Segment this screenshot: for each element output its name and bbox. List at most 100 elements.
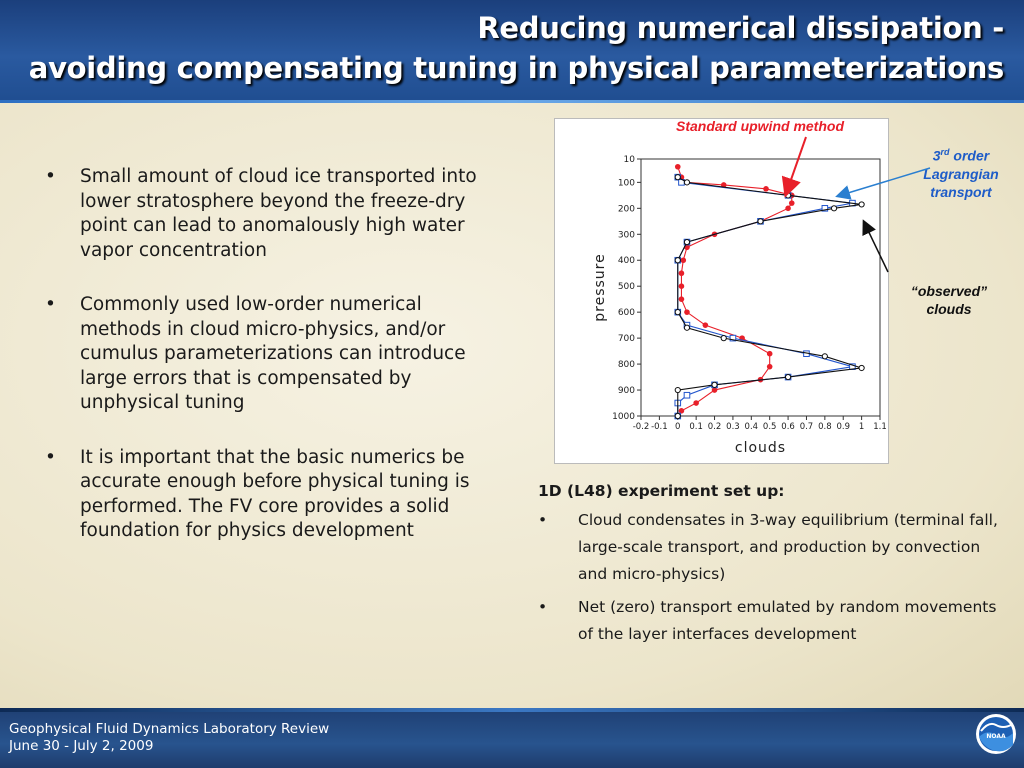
bullet-dot: • <box>45 294 56 315</box>
footer-text: Geophysical Fluid Dynamics Laboratory Re… <box>9 721 329 755</box>
y-tick-label: 900 <box>618 386 635 396</box>
bullet-dot: • <box>45 166 56 187</box>
lagrangian-label: order Lagrangian transport <box>923 147 999 200</box>
data-point-observed <box>830 205 838 212</box>
data-point-upwind <box>678 296 685 302</box>
y-tick-label: 500 <box>618 282 635 292</box>
experiment-setup: 1D (L48) experiment set up: • Cloud cond… <box>538 478 1008 654</box>
title-bar: Reducing numerical dissipation - avoidin… <box>0 0 1024 103</box>
lagrangian-order-suffix: rd <box>940 147 950 157</box>
x-tick-label: 0.8 <box>818 422 832 432</box>
x-tick-label: 0 <box>675 422 680 432</box>
observed-annotation: “observed” clouds <box>910 283 988 317</box>
cloud-profile-chart: 10 100 200 300 400 500 600 700 800 900 1000 -0.2 -0.… <box>554 118 889 464</box>
bullet-item: • Small amount of cloud ice transported … <box>40 165 490 263</box>
data-point-observed <box>757 218 764 225</box>
x-tick-label: 0.2 <box>708 422 722 432</box>
series-line <box>677 176 862 416</box>
data-point-lagrangian <box>729 334 737 342</box>
footer-line <box>0 708 1024 712</box>
data-point-upwind <box>763 186 769 192</box>
bullet-text: Small amount of cloud ice transported in… <box>80 166 477 261</box>
data-point-upwind <box>678 408 685 414</box>
x-tick-label: 0.1 <box>689 422 703 432</box>
data-point-observed <box>821 353 828 360</box>
y-tick-label: 10 <box>624 155 636 165</box>
x-tick-label: 0.9 <box>836 422 850 432</box>
footer-bar: Geophysical Fluid Dynamics Laboratory Re… <box>0 708 1024 768</box>
plot-frame <box>640 158 881 417</box>
bullet-text: Commonly used low-order numerical method… <box>80 294 466 413</box>
data-point-upwind <box>785 205 791 212</box>
data-point-upwind <box>674 163 681 170</box>
lagrangian-annotation: 3rd order Lagrangian transport <box>906 143 1016 201</box>
data-point-observed <box>683 238 691 246</box>
data-point-lagrangian <box>821 205 829 212</box>
y-tick-label: 800 <box>618 360 635 370</box>
data-point-upwind <box>766 363 773 370</box>
data-point-upwind <box>678 270 685 277</box>
x-tick-label: 0.6 <box>781 422 795 432</box>
x-tick-label: 0.5 <box>763 422 777 432</box>
setup-heading: 1D (L48) experiment set up: <box>538 482 785 500</box>
data-point-observed <box>784 373 792 381</box>
data-point-observed <box>683 324 691 331</box>
data-point-upwind <box>693 400 699 406</box>
y-tick-label: 400 <box>618 256 635 266</box>
x-tick-label: 0.7 <box>800 422 814 432</box>
x-tick-label: 0.3 <box>726 422 740 432</box>
bullet-text: It is important that the basic numerics … <box>80 446 470 542</box>
footer-line-1: Geophysical Fluid Dynamics Laboratory Re… <box>9 721 330 737</box>
title-stripe <box>0 100 1024 103</box>
left-bullet-list: • Small amount of cloud ice transported … <box>40 165 490 574</box>
setup-item: • Net (zero) transport emulated by rando… <box>538 594 1008 648</box>
lagrangian-order-number: 3 <box>932 147 941 164</box>
data-point-observed <box>674 174 681 181</box>
data-point-upwind <box>684 309 690 315</box>
y-tick-label: 700 <box>618 334 635 344</box>
bullet-dot: • <box>45 446 56 468</box>
x-tick-label: -0.2 <box>633 422 650 432</box>
data-point-observed <box>674 257 681 264</box>
title-line-1: Reducing numerical dissipation - <box>477 11 1004 45</box>
data-point-upwind <box>766 350 773 357</box>
data-point-observed <box>858 364 865 372</box>
data-point-observed <box>784 192 792 199</box>
y-axis-label: pressure <box>592 253 608 321</box>
title-line-2: avoiding compensating tuning in physical… <box>28 51 1005 85</box>
x-axis-label: clouds <box>735 440 786 456</box>
setup-item-text: Net (zero) transport emulated by random … <box>578 598 997 643</box>
bullet-dot: • <box>538 598 548 616</box>
data-point-lagrangian <box>683 391 691 399</box>
data-point-observed <box>720 335 727 342</box>
x-tick-label: 1.1 <box>873 422 887 432</box>
noaa-logo-icon: NOAA <box>976 714 1016 754</box>
y-tick-label: 600 <box>618 308 635 318</box>
y-tick-label: 300 <box>618 230 635 240</box>
data-point-observed <box>683 179 691 186</box>
y-tick-label: 1000 <box>612 412 635 422</box>
data-point-upwind <box>680 257 687 264</box>
series-line <box>677 176 853 416</box>
data-point-observed <box>674 386 681 394</box>
bullet-dot: • <box>538 511 548 529</box>
data-point-upwind <box>711 387 718 393</box>
upwind-annotation: Standard upwind method <box>676 118 844 134</box>
series-line <box>677 166 793 412</box>
footer-line-2: June 30 - July 2, 2009 <box>9 738 154 754</box>
y-tick-label: 100 <box>618 178 635 188</box>
logo-text: NOAA <box>986 733 1006 740</box>
x-tick-label: 1 <box>859 422 864 432</box>
setup-item-text: Cloud condensates in 3-way equilibrium (… <box>578 511 998 583</box>
data-point-upwind <box>788 200 795 206</box>
slide-title: Reducing numerical dissipation - avoidin… <box>28 8 1005 88</box>
setup-item: • Cloud condensates in 3-way equilibrium… <box>538 507 1008 588</box>
x-tick-label: 0.4 <box>745 422 759 432</box>
y-tick-label: 200 <box>618 204 635 214</box>
bullet-item: • It is important that the basic numeric… <box>40 446 490 544</box>
x-tick-label: -0.1 <box>651 422 668 432</box>
data-point-observed <box>674 412 681 420</box>
data-point-observed <box>674 309 681 316</box>
bullet-item: • Commonly used low-order numerical meth… <box>40 293 490 416</box>
